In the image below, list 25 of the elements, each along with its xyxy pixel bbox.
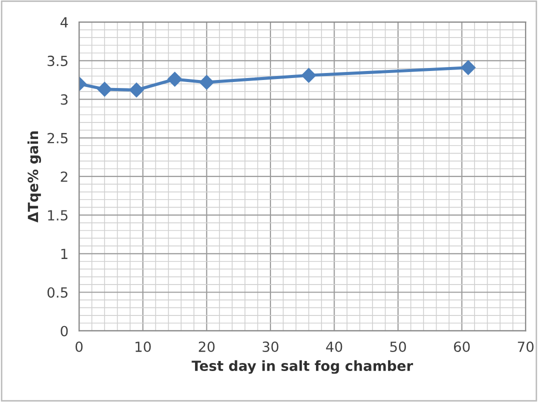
y-axis-title: ΔTqe% gain [27,131,42,223]
point [167,72,182,87]
x-tick-label: 20 [198,342,215,352]
y-tick-label: 0 [60,326,68,336]
x-tick-label: 60 [454,342,470,352]
point [199,74,214,90]
y-tick-label: 2 [60,171,68,182]
x-tick-label: 10 [136,342,151,352]
x-tick-label: 50 [390,342,406,352]
y-tick-label: 1.5 [48,210,68,221]
y-tick-label: 4 [60,17,68,28]
y-tick-label: 0.5 [47,287,68,298]
x-tick-label: 0 [76,342,83,352]
x-axis-title: Test day in salt fog chamber [192,360,414,374]
x-tick-label: 30 [262,342,278,352]
x-tick-label: 40 [326,342,342,352]
point [97,82,112,97]
point [460,60,476,76]
y-tick-label: 2.5 [48,132,68,144]
y-tick-label: 3 [60,94,68,105]
x-tick-label: 70 [518,342,534,352]
point [129,82,144,98]
y-tick-label: 1 [61,248,68,259]
y-tick-label: 3.5 [48,56,68,66]
point [301,68,316,83]
